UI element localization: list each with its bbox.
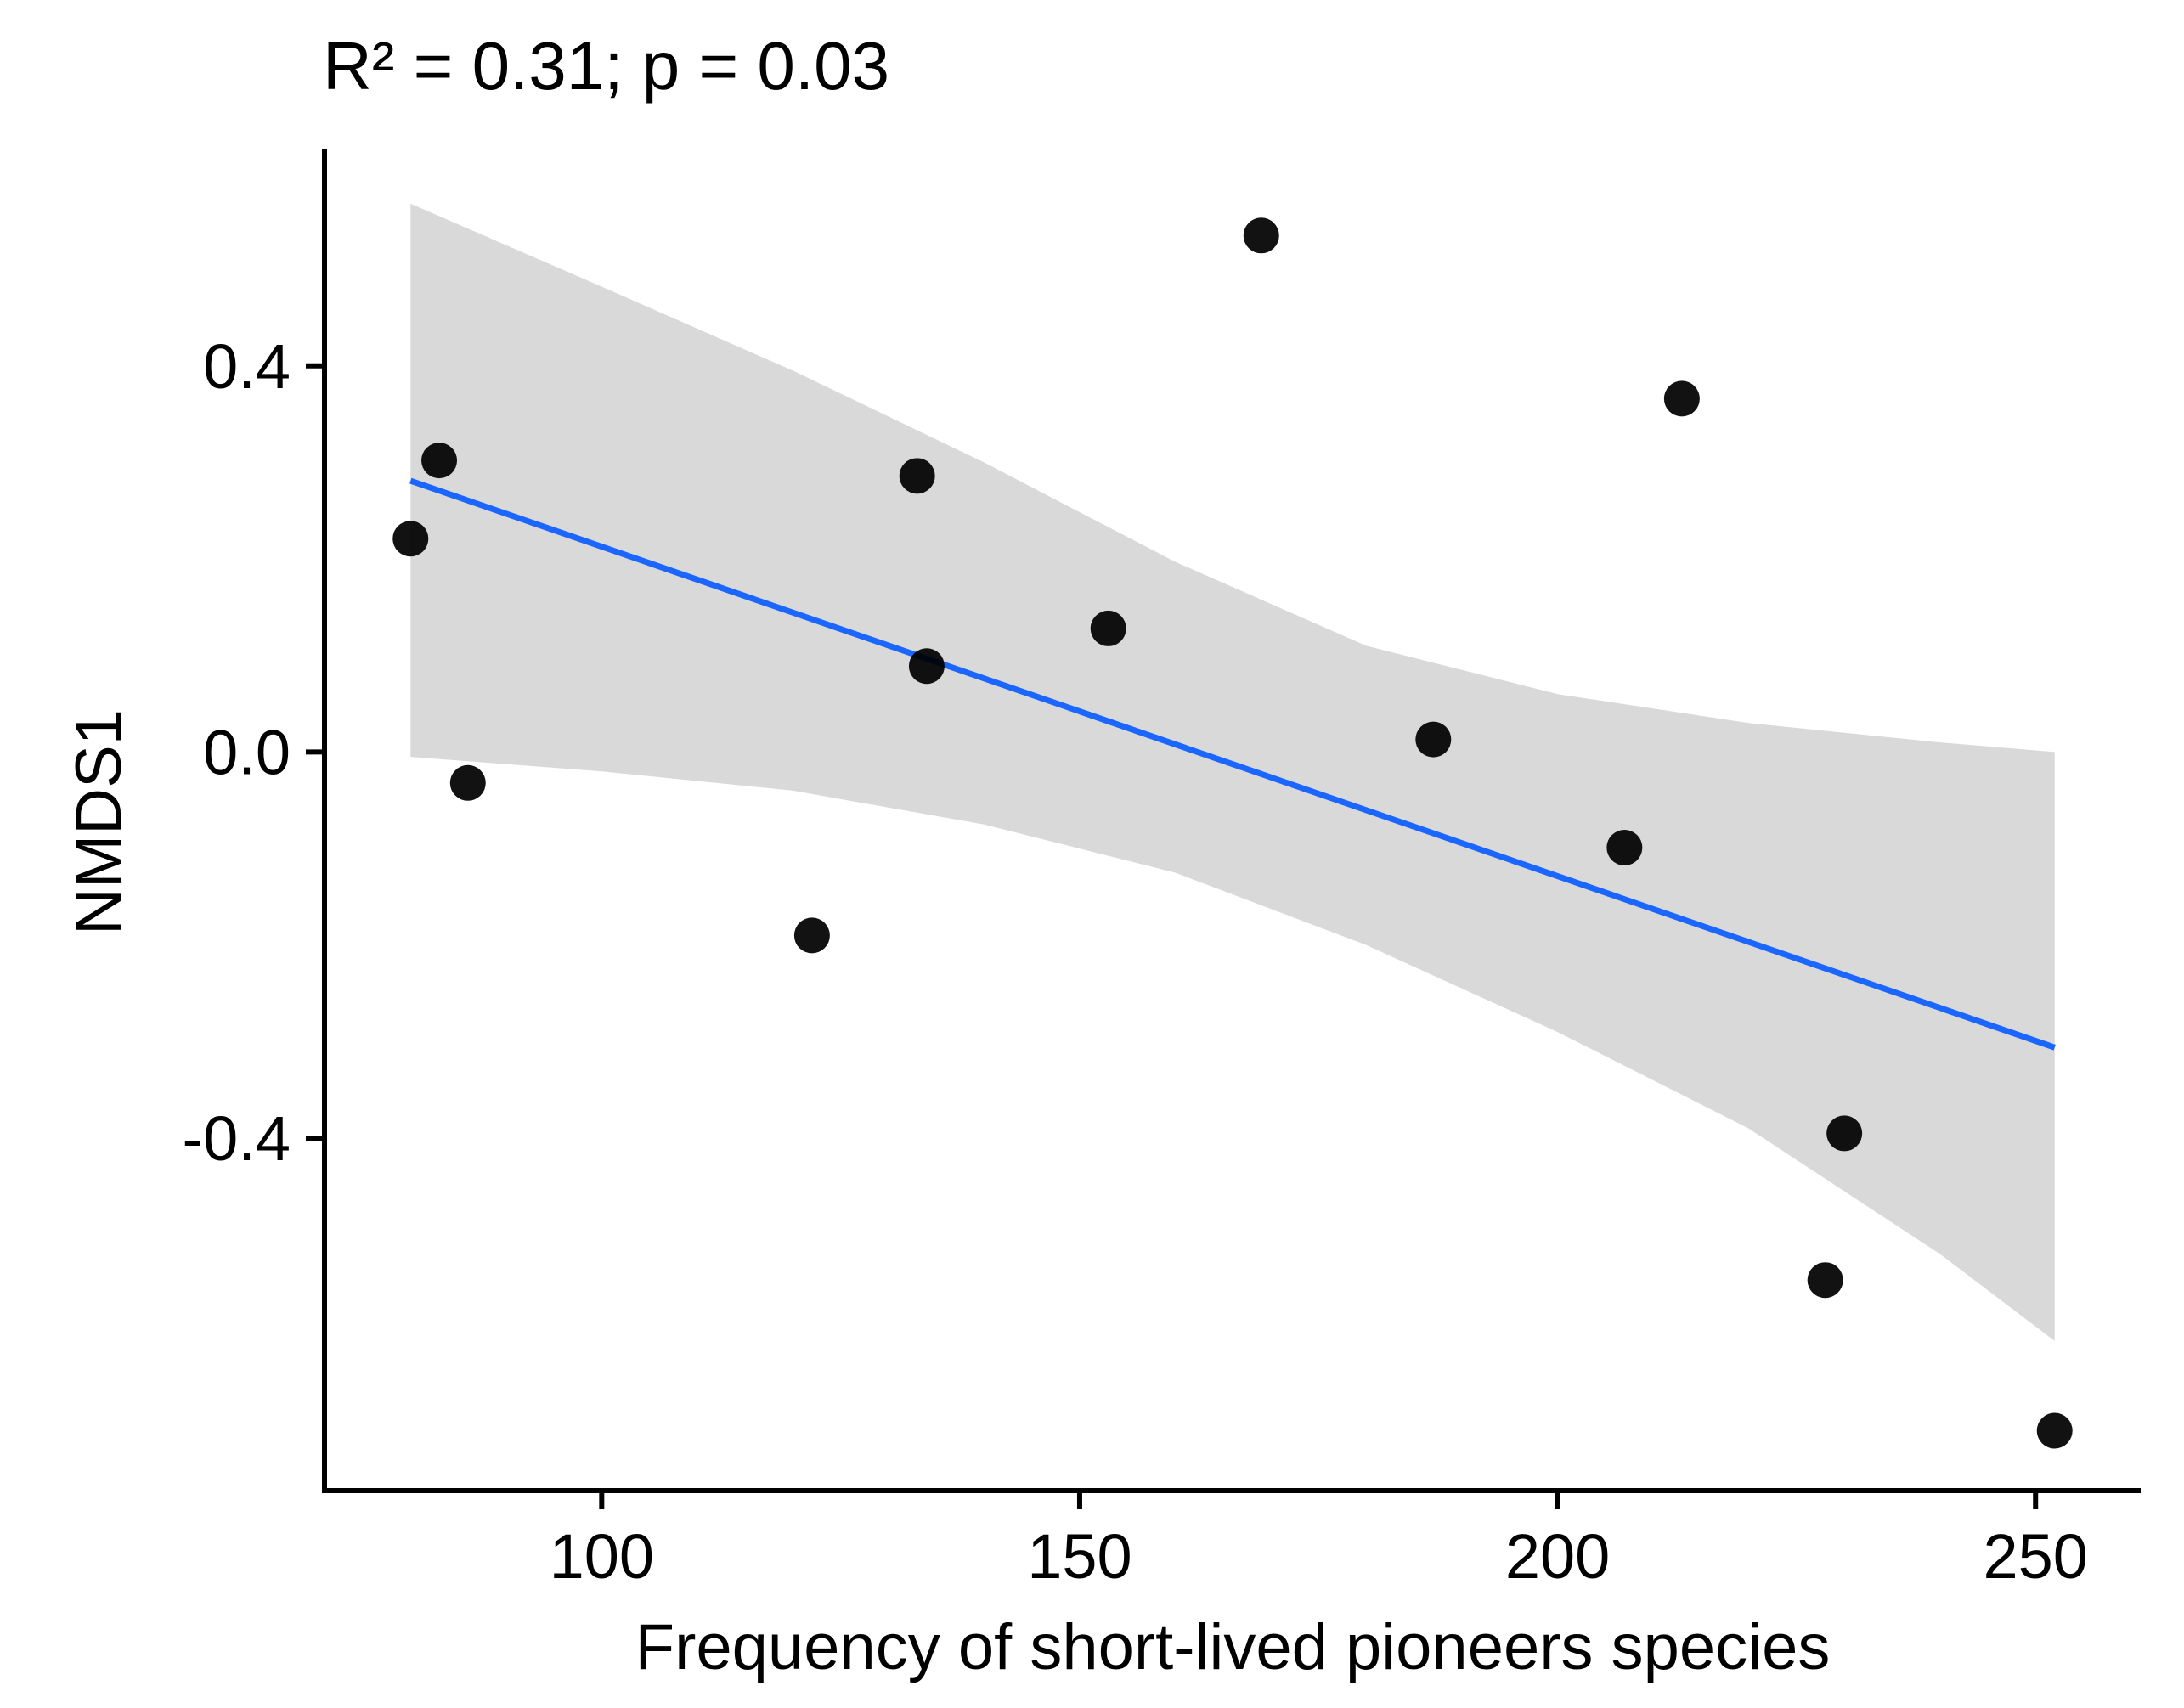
- x-axis-title: Frequency of short-lived pioneers specie…: [635, 1611, 1831, 1683]
- y-tick-label--0.4: -0.4: [182, 1103, 291, 1174]
- x-tick-label-250: 250: [1983, 1521, 2087, 1592]
- data-point-8: [1243, 217, 1279, 254]
- y-tick-label-0.4: 0.4: [203, 331, 291, 402]
- data-point-4: [793, 917, 830, 954]
- confidence-band: [410, 203, 2055, 1341]
- y-axis-title: NMDS1: [63, 709, 135, 935]
- data-point-6: [908, 648, 945, 685]
- x-tick-label-200: 200: [1505, 1521, 1610, 1592]
- data-point-5: [899, 458, 935, 494]
- x-tick-label-100: 100: [550, 1521, 654, 1592]
- data-point-14: [2036, 1412, 2073, 1449]
- regression-line: [409, 477, 2056, 1051]
- chart-title: R² = 0.31; p = 0.03: [323, 28, 889, 104]
- data-point-9: [1415, 721, 1452, 758]
- data-point-7: [1090, 610, 1126, 646]
- data-point-1: [392, 521, 429, 557]
- x-tick-label-150: 150: [1027, 1521, 1132, 1592]
- data-point-12: [1807, 1262, 1843, 1299]
- data-point-10: [1606, 829, 1643, 865]
- data-point-11: [1663, 380, 1700, 417]
- data-point-3: [449, 764, 486, 801]
- y-tick-label-0.0: 0.0: [203, 717, 291, 787]
- data-point-13: [1826, 1115, 1863, 1152]
- data-point-2: [421, 443, 458, 479]
